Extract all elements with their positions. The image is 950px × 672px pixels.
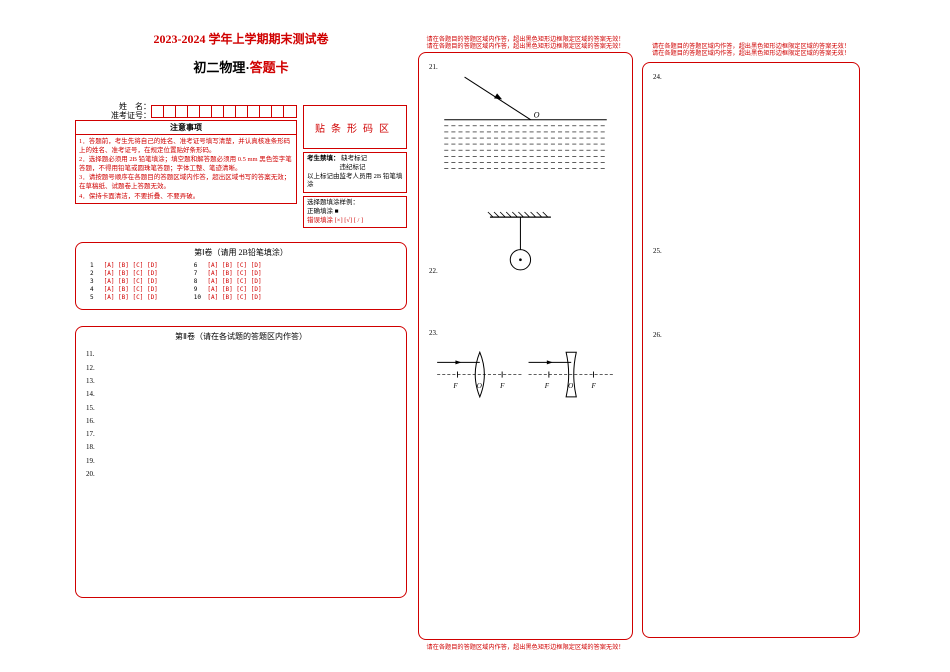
warning-text: 请在各题目的答题区域内作答，超出黑色矩形边框限定区域的答案无效！: [427, 43, 625, 50]
column-1: 2023-2024 学年上学期期末测试卷 初二物理·答题卡 姓 名： 准考证号：…: [75, 28, 407, 598]
barcode-column: 贴条形码区 考生禁填： 缺考标记 违纪标记 以上标记由监考人员用 2B 铅笔填涂…: [303, 80, 407, 228]
svg-text:F: F: [544, 381, 550, 389]
q-num: 3: [90, 278, 100, 286]
q21-diagram: O: [429, 73, 622, 175]
notice-line: 3．请按题号顺序在各题目的答题区域内作答，超出区域书写的答案无效；在草稿纸、试题…: [79, 173, 293, 191]
mc-bubble-grid[interactable]: 1 [A] [B] [C] [D] 2 [A] [B] [C] [D] 3 [A…: [84, 262, 398, 301]
answer-card-title: 初二物理·答题卡: [75, 57, 407, 76]
q-num: 5: [90, 294, 100, 302]
column3-panel[interactable]: 24. 25. 26.: [642, 62, 860, 638]
name-row: 姓 名： 准考证号：: [75, 102, 297, 120]
warning-text: 请在各题目的答题区域内作答，超出黑色矩形边框限定区域的答案无效！: [427, 644, 625, 651]
notice-body: 1．答题前，考生先将自己的姓名、准考证号填写清楚，并认真核准条形码上的姓名、准考…: [75, 134, 297, 204]
answer-space-25: [653, 257, 849, 327]
mc-left-column: 1 [A] [B] [C] [D] 2 [A] [B] [C] [D] 3 [A…: [90, 262, 158, 301]
answer-line: 12.: [86, 362, 396, 375]
answer-line: 20.: [86, 468, 396, 481]
q23-diagram: F O F F O F: [429, 339, 622, 410]
warning-top: 请在各题目的答题区域内作答，超出黑色矩形边框限定区域的答案无效！ 请在各题目的答…: [635, 44, 866, 58]
q-num: 8: [194, 278, 204, 286]
shading-correct: 正确填涂: [307, 208, 333, 215]
column2-panel[interactable]: 21. O 22.: [418, 52, 633, 640]
svg-text:O: O: [568, 381, 573, 389]
forbidden-note: 以上标记由监考人员用 2B 铅笔填涂: [307, 173, 402, 189]
notice-title: 注意事项: [75, 120, 297, 134]
barcode-area[interactable]: 贴条形码区: [303, 105, 407, 149]
q-num: 6: [194, 262, 204, 270]
question-24: 24.: [653, 73, 849, 81]
svg-text:F: F: [499, 381, 505, 389]
question-21: 21.: [429, 63, 622, 71]
q-num: 4: [90, 286, 100, 294]
answer-space-24: [653, 83, 849, 243]
answer-line: 16.: [86, 415, 396, 428]
column-3: 请在各题目的答题区域内作答，超出黑色矩形边框限定区域的答案无效！ 请在各题目的答…: [642, 62, 860, 638]
answer-line: 11.: [86, 348, 396, 361]
shading-title: 选择题填涂样例：: [307, 199, 359, 206]
shading-wrong: 错误填涂 [×] [√] [ / ]: [307, 217, 363, 224]
warning-text: 请在各题目的答题区域内作答，超出黑色矩形边框限定区域的答案无效！: [652, 50, 850, 57]
forbidden-opt1: 缺考标记: [341, 155, 367, 162]
point-o-label: O: [534, 111, 540, 120]
notice-line: 4．保持卡面清洁，不要折叠、不要弄破。: [79, 192, 293, 201]
exam-title: 2023-2024 学年上学期期末测试卷: [75, 30, 407, 47]
exam-id-grid[interactable]: [151, 105, 297, 118]
q-num: 9: [194, 286, 204, 294]
q-num: 7: [194, 270, 204, 278]
question-25: 25.: [653, 247, 849, 255]
q-num: 2: [90, 270, 100, 278]
column-2: 请在各题目的答题区域内作答，超出黑色矩形边框限定区域的答案无效！ 请在各题目的答…: [418, 52, 633, 640]
section2-title: 第Ⅱ卷（请在各试题的答题区内作答）: [86, 331, 396, 342]
top-info-row: 姓 名： 准考证号： 注意事项 1．答题前，考生先将自己的姓名、准考证号填写清楚…: [75, 80, 407, 228]
forbidden-box: 考生禁填： 缺考标记 违纪标记 以上标记由监考人员用 2B 铅笔填涂: [303, 152, 407, 193]
answer-line: 19.: [86, 455, 396, 468]
answer-line: 17.: [86, 428, 396, 441]
answer-line: 18.: [86, 441, 396, 454]
notice-column: 姓 名： 准考证号： 注意事项 1．答题前，考生先将自己的姓名、准考证号填写清楚…: [75, 80, 297, 228]
section1-title: 第Ⅰ卷（请用 2B铅笔填涂）: [84, 247, 398, 258]
notice-line: 1．答题前，考生先将自己的姓名、准考证号填写清楚，并认真核准条形码上的姓名、准考…: [79, 137, 293, 155]
question-23: 23.: [429, 329, 622, 337]
q-num: 1: [90, 262, 100, 270]
notice-line: 2．选择题必须用 2B 铅笔填涂；填空题和解答题必须用 0.5 mm 黑色签字笔…: [79, 155, 293, 173]
warning-bottom: 请在各题目的答题区域内作答，超出黑色矩形边框限定区域的答案无效！: [418, 645, 633, 652]
question-26: 26.: [653, 331, 849, 339]
svg-text:O: O: [477, 381, 482, 389]
answer-line: 15.: [86, 402, 396, 415]
mc-right-column: 6 [A] [B] [C] [D] 7 [A] [B] [C] [D] 8 [A…: [194, 262, 262, 301]
exam-id-label: 准考证号：: [75, 111, 151, 120]
subject-label: 初二物理·: [193, 60, 249, 75]
name-label: 姓 名：: [75, 102, 151, 111]
answer-card-label: 答题卡: [250, 60, 289, 75]
answer-line: 13.: [86, 375, 396, 388]
forbidden-label: 考生禁填：: [307, 155, 340, 162]
section1-box: 第Ⅰ卷（请用 2B铅笔填涂） 1 [A] [B] [C] [D] 2 [A] […: [75, 242, 407, 310]
section2-box[interactable]: 第Ⅱ卷（请在各试题的答题区内作答） 11. 12. 13. 14. 15. 16…: [75, 326, 407, 598]
warning-top: 请在各题目的答题区域内作答，超出黑色矩形边框限定区域的答案无效！ 请在各题目的答…: [418, 37, 633, 51]
forbidden-opt2: 违纪标记: [340, 164, 366, 171]
answer-line: 14.: [86, 388, 396, 401]
svg-text:F: F: [591, 381, 597, 389]
barcode-label: 贴条形码区: [315, 120, 395, 135]
shading-example-box: 选择题填涂样例： 正确填涂 ■ 错误填涂 [×] [√] [ / ]: [303, 196, 407, 228]
svg-text:F: F: [452, 381, 458, 389]
q-num: 10: [194, 294, 204, 302]
q22-diagram: [429, 211, 622, 282]
